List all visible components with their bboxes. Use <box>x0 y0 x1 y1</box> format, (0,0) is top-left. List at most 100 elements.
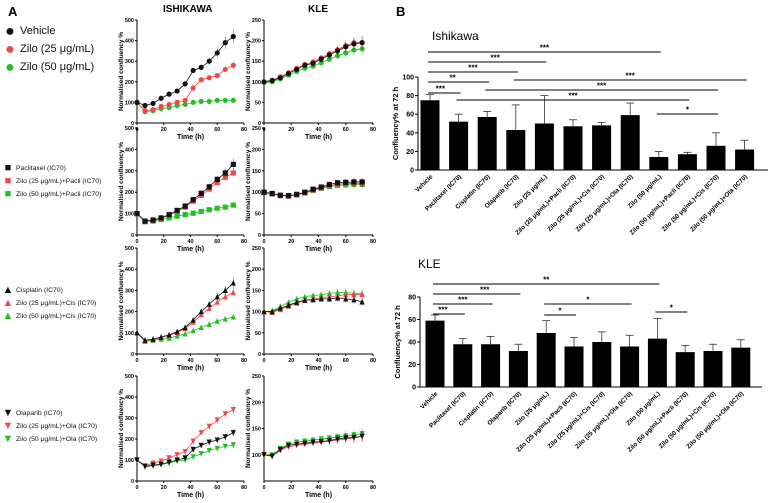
data-point <box>158 215 164 221</box>
data-point <box>214 437 220 444</box>
data-point <box>142 337 148 343</box>
y-tick-label: 50 <box>255 331 261 337</box>
x-tick-label: 40 <box>315 485 321 491</box>
y-tick-label: 0 <box>131 233 134 239</box>
data-point <box>334 294 341 301</box>
data-point <box>222 97 228 103</box>
triangle-down-marker-icon: ▼ <box>2 407 14 419</box>
data-point <box>222 434 228 440</box>
data-point <box>222 443 228 450</box>
data-point <box>182 330 188 337</box>
triangle-down-marker-icon: ▼ <box>2 420 14 432</box>
legend-label: Vehicle <box>20 25 56 37</box>
data-point <box>269 77 275 84</box>
significance-label: *** <box>540 44 550 53</box>
column-title-ishikawa: ISHIKAWA <box>163 4 213 15</box>
x-tick-label: 40 <box>315 127 321 133</box>
data-point <box>214 445 220 452</box>
data-point <box>214 205 220 211</box>
x-axis-label: Time (h) <box>305 492 332 499</box>
data-point <box>351 41 357 47</box>
category-label: Zilo (50 μg/mL)+Pacli (IC70) <box>629 173 692 236</box>
x-tick-label: 60 <box>343 485 349 491</box>
x-tick-label: 40 <box>315 239 321 245</box>
significance-label: *** <box>626 72 636 81</box>
x-tick-label: 80 <box>370 485 376 491</box>
data-point <box>222 40 228 46</box>
data-point <box>150 107 156 113</box>
legend-label: Zilo (50 μg/mL)+Cis (IC70) <box>16 313 97 320</box>
data-point <box>174 452 180 458</box>
y-axis-label: Normalised confluency % <box>118 142 125 221</box>
x-tick-label: 20 <box>288 239 294 245</box>
data-point <box>230 313 236 320</box>
significance-label: *** <box>438 306 448 315</box>
x-tick-label: 20 <box>288 358 294 364</box>
y-tick-label: 150 <box>252 427 261 433</box>
data-point <box>166 459 172 466</box>
data-point <box>302 62 308 68</box>
data-point <box>206 305 212 312</box>
y-tick-label: 0 <box>131 352 134 358</box>
legend-label: Zilo (50 μg/mL)+Pacli (IC70) <box>16 191 102 198</box>
data-point <box>182 212 188 218</box>
y-tick-label: 20 <box>408 362 416 369</box>
data-point <box>174 88 180 94</box>
x-tick-label: 40 <box>187 485 193 491</box>
legend-item: ● Vehicle <box>2 22 94 40</box>
bar <box>453 344 473 387</box>
data-point <box>166 101 172 108</box>
category-label: Vehicle <box>414 173 435 194</box>
data-point <box>285 302 292 308</box>
bar <box>481 344 501 387</box>
significance-label: *** <box>458 296 468 305</box>
data-point <box>318 60 324 66</box>
category-label: Zilo (25 μg/mL)+Ola (IC70) <box>574 390 634 450</box>
data-point <box>318 439 324 445</box>
data-point <box>326 295 332 302</box>
y-tick-label: 0 <box>258 352 261 358</box>
bar <box>477 116 497 170</box>
data-point <box>343 295 349 302</box>
data-point <box>310 292 316 299</box>
data-point <box>277 305 283 311</box>
x-tick-label: 40 <box>187 239 193 245</box>
data-point <box>326 437 332 444</box>
x-tick-label: 80 <box>241 239 247 245</box>
bar <box>592 342 612 387</box>
x-tick-label: 20 <box>161 358 167 364</box>
square-marker-icon: ■ <box>4 188 12 200</box>
data-point <box>230 430 236 436</box>
data-point <box>285 442 292 449</box>
y-tick-label: 50 <box>255 100 261 106</box>
y-tick-label: 300 <box>125 59 134 65</box>
line-chart-ish-ola: 0 20 40 60 80 0 100 200 300 400 500 Time (h) Normali… <box>118 374 247 499</box>
x-tick-label: 20 <box>161 239 167 245</box>
data-point <box>334 53 341 59</box>
y-tick-label: 150 <box>252 59 261 65</box>
data-point <box>230 170 236 176</box>
bar <box>703 351 723 387</box>
data-point <box>142 218 148 224</box>
bar <box>620 346 640 387</box>
y-tick-label: 20 <box>406 149 414 156</box>
bar <box>731 347 751 387</box>
data-point <box>230 97 236 103</box>
data-point <box>198 98 204 104</box>
data-point <box>182 203 188 209</box>
data-point <box>359 40 365 46</box>
line-chart-kle-cis: 0 20 40 60 80 0 50 100 150 200 250 Time (h) Normalis… <box>245 246 376 372</box>
data-point <box>318 56 324 62</box>
data-point <box>158 333 164 340</box>
y-axis-label: Normalised confluency % <box>245 389 252 468</box>
y-tick-label: 150 <box>252 169 261 175</box>
data-point <box>294 66 300 73</box>
data-point <box>318 295 324 302</box>
data-point <box>334 48 341 54</box>
legend-label: Zilo (50 μg/mL) <box>20 61 95 73</box>
y-tick-label: 40 <box>408 340 416 347</box>
significance-label: *** <box>597 82 607 91</box>
category-label: Zilo (25 μg/mL)+Cis (IC70) <box>546 390 606 450</box>
